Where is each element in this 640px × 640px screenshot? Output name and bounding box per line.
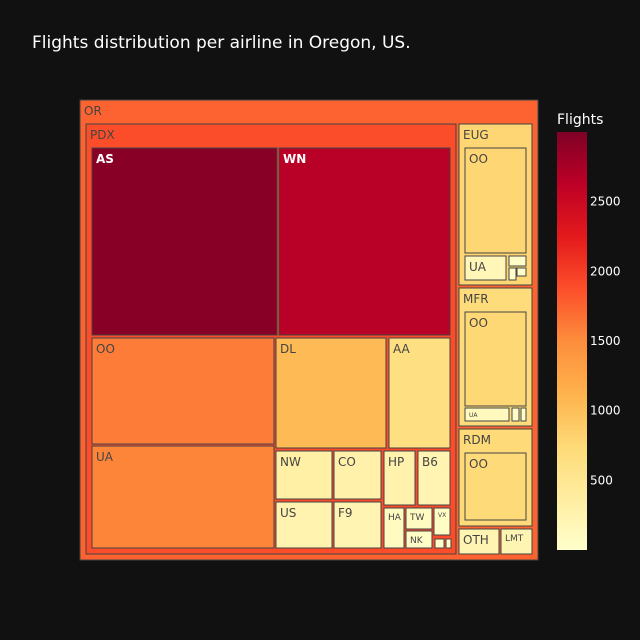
pdx-hp-8-label: HP	[388, 455, 404, 469]
pdx-b6-9[interactable]	[417, 450, 451, 506]
pdx-us-10-label: US	[280, 506, 296, 520]
pdx-us-10[interactable]	[275, 501, 333, 549]
pdx-vx-14-label: VX	[438, 512, 446, 519]
eug-ua-1-label: UA	[469, 260, 487, 274]
pdx-nk-15[interactable]	[405, 530, 433, 549]
rdm-oo-0-label: OO	[469, 457, 488, 471]
node-eug-label: EUG	[463, 128, 489, 142]
pdx-nk-15-label: NK	[410, 536, 424, 546]
pdx-as-0-label: AS	[96, 152, 114, 166]
colorbar-tick-500: 500	[590, 473, 613, 487]
eug-oo-0[interactable]	[464, 147, 527, 254]
pdx-unlabeled-17[interactable]	[445, 538, 452, 549]
node-pdx-label: PDX	[90, 128, 115, 142]
colorbar-tick-2500: 2500	[590, 195, 621, 209]
pdx-co-7-label: CO	[338, 455, 356, 469]
mfr-unlabeled-3[interactable]	[520, 407, 527, 422]
mfr-oo-0[interactable]	[464, 311, 527, 407]
pdx-ha-12-label: HA	[388, 513, 402, 523]
pdx-dl-3-label: DL	[280, 342, 296, 356]
mfr-ua-1-label: UA	[469, 412, 478, 419]
pdx-nw-6[interactable]	[275, 450, 333, 500]
pdx-as-0[interactable]	[91, 147, 278, 336]
pdx-oo-2-label: OO	[96, 342, 115, 356]
eug-ua-1[interactable]	[464, 255, 507, 281]
pdx-co-7[interactable]	[333, 450, 382, 500]
colorbar-tick-2000: 2000	[590, 264, 621, 278]
pdx-dl-3[interactable]	[275, 337, 387, 449]
mfr-ua-1[interactable]	[464, 407, 510, 422]
pdx-unlabeled-16[interactable]	[434, 538, 445, 549]
node-oth-label: OTH	[463, 533, 489, 547]
pdx-ua-5-label: UA	[96, 450, 114, 464]
chart-title: Flights distribution per airline in Oreg…	[32, 33, 411, 53]
eug-oo-0-label: OO	[469, 152, 488, 166]
node-mfr-label: MFR	[463, 292, 489, 306]
colorbar-tick-1500: 1500	[590, 334, 621, 348]
mfr-unlabeled-2[interactable]	[511, 407, 520, 422]
pdx-wn-1-label: WN	[283, 152, 306, 166]
pdx-vx-14[interactable]	[433, 507, 451, 536]
pdx-hp-8[interactable]	[383, 450, 416, 506]
colorbar-title: Flights	[557, 112, 603, 128]
eug-unlabeled-4[interactable]	[516, 267, 527, 277]
pdx-b6-9-label: B6	[422, 455, 438, 469]
colorbar-tick-1000: 1000	[590, 404, 621, 418]
pdx-tw-13-label: TW	[409, 513, 424, 523]
node-or-label: OR	[84, 104, 102, 118]
rdm-oo-0[interactable]	[464, 452, 527, 521]
pdx-ua-5[interactable]	[91, 445, 275, 549]
pdx-oo-2[interactable]	[91, 337, 275, 445]
pdx-aa-4-label: AA	[393, 342, 411, 356]
node-lmt-label: LMT	[505, 534, 524, 544]
node-rdm-label: RDM	[463, 433, 491, 447]
node-lmt[interactable]	[500, 528, 533, 555]
eug-unlabeled-3[interactable]	[508, 267, 517, 281]
pdx-wn-1[interactable]	[278, 147, 451, 336]
node-oth[interactable]	[458, 528, 500, 555]
pdx-aa-4[interactable]	[388, 337, 451, 449]
colorbar	[557, 132, 587, 550]
pdx-ha-12[interactable]	[383, 507, 405, 549]
pdx-f9-11[interactable]	[333, 501, 382, 549]
eug-unlabeled-2[interactable]	[508, 255, 527, 267]
pdx-tw-13[interactable]	[405, 507, 433, 530]
mfr-oo-0-label: OO	[469, 316, 488, 330]
pdx-nw-6-label: NW	[280, 455, 301, 469]
pdx-f9-11-label: F9	[338, 506, 353, 520]
